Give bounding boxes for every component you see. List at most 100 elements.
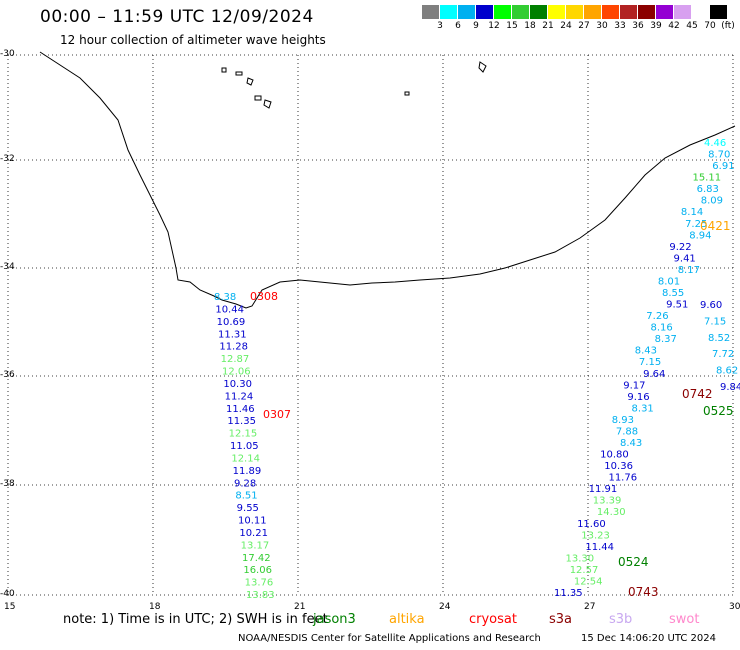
- wave-height-value: 9.64: [643, 369, 665, 380]
- wave-height-value: 14.30: [597, 507, 626, 518]
- wave-height-value: 8.51: [235, 491, 257, 502]
- scale-label: 21: [542, 21, 554, 31]
- scale-label: 33: [614, 21, 626, 31]
- wave-height-value: 10.80: [600, 450, 629, 461]
- legend-altika: altika: [389, 612, 425, 627]
- scale-label: (ft): [721, 21, 735, 31]
- legend-cryosat: cryosat: [469, 612, 517, 627]
- wave-height-value: 8.55: [662, 288, 684, 299]
- wave-height-value: 9.41: [674, 253, 696, 264]
- wave-height-value: 10.21: [239, 528, 268, 539]
- wave-height-value: 12.57: [570, 565, 599, 576]
- wave-height-value: 8.62: [716, 366, 738, 377]
- scale-swatch: [566, 5, 583, 19]
- pass-time-tag: 0524: [618, 555, 649, 569]
- pass-time-tag: 0307: [263, 408, 291, 421]
- latitude-label: -38: [0, 479, 15, 489]
- pass-time-tag: 0525: [703, 404, 734, 418]
- wave-height-value: 12.14: [231, 453, 260, 464]
- wave-height-value: 8.94: [689, 230, 711, 241]
- wave-height-value: 16.06: [243, 565, 272, 576]
- wave-height-value: 11.89: [233, 466, 262, 477]
- wave-height-value: 8.37: [655, 334, 677, 345]
- scale-swatch: [710, 5, 727, 19]
- wave-height-value: 10.36: [604, 461, 633, 472]
- scale-swatch: [584, 5, 601, 19]
- wave-height-value: 9.16: [627, 392, 649, 403]
- map-subtitle: 12 hour collection of altimeter wave hei…: [60, 33, 326, 47]
- wave-height-value: 13.17: [241, 540, 270, 551]
- wave-height-value: 8.38: [214, 292, 236, 303]
- wave-height-value: 11.05: [230, 441, 259, 452]
- scale-label: 12: [488, 21, 500, 31]
- scale-label: 45: [686, 21, 698, 31]
- pass-time-tags: 0421 0742 0525 0524 0743: [618, 219, 734, 599]
- scale-label: 27: [578, 21, 590, 31]
- longitude-label: 21: [294, 602, 306, 612]
- pass-time-tag: 0742: [682, 387, 713, 401]
- scale-label: 42: [668, 21, 680, 31]
- wave-height-value: 4.46: [704, 138, 726, 149]
- wave-height-value: 7.26: [646, 311, 668, 322]
- wave-height-value: 9.28: [234, 478, 256, 489]
- wave-height-value: 11.60: [577, 519, 606, 530]
- wave-height-value: 13.83: [246, 590, 275, 601]
- scale-swatch: [422, 5, 439, 19]
- wave-height-value: 7.72: [712, 349, 734, 360]
- wave-height-value: 13.39: [593, 496, 622, 507]
- wave-height-value: 9.60: [700, 300, 722, 311]
- scale-swatch: [530, 5, 547, 19]
- latitude-label: -34: [0, 262, 15, 272]
- east-track-values: 4.468.706.9115.116.838.098.147.258.949.2…: [554, 138, 740, 599]
- wave-height-value: 8.52: [708, 333, 730, 344]
- longitude-label: 18: [149, 602, 161, 612]
- wave-height-value: 10.30: [223, 379, 252, 390]
- map-title: 00:00 – 11:59 UTC 12/09/2024: [40, 7, 314, 27]
- wave-height-value: 12.87: [221, 354, 250, 365]
- wave-height-value: 11.24: [225, 391, 254, 402]
- west-track-values: 8.3810.4410.6911.3111.2812.8712.0610.301…: [214, 290, 291, 601]
- wave-height-value: 11.76: [608, 473, 637, 484]
- wave-height-value: 17.42: [242, 553, 271, 564]
- wave-height-value: 11.35: [554, 588, 583, 599]
- wave-height-value: 7.25: [685, 219, 707, 230]
- credit-line: NOAA/NESDIS Center for Satellite Applica…: [238, 633, 541, 644]
- scale-swatch: [476, 5, 493, 19]
- wave-height-value: 8.70: [708, 150, 730, 161]
- wave-height-value: 12.54: [574, 576, 603, 587]
- scale-swatch: [620, 5, 637, 19]
- wave-height-value: 8.17: [678, 265, 700, 276]
- wave-height-value: 6.83: [697, 184, 719, 195]
- wave-height-color-scale: 3 6 9 12 15 18 21 24 27 30 33 36 39 42 45 70 (ft): [422, 5, 735, 35]
- wave-height-value: 6.91: [712, 161, 734, 172]
- wave-height-value: 10.69: [217, 317, 246, 328]
- wave-height-value: 8.16: [650, 323, 672, 334]
- wave-height-value: 13.30: [566, 553, 595, 564]
- wave-height-value: 9.55: [237, 503, 259, 514]
- wave-height-value: 11.35: [227, 416, 256, 427]
- wave-height-value: 15.11: [692, 173, 721, 184]
- wave-height-value: 7.88: [616, 426, 638, 437]
- scale-swatch: [512, 5, 529, 19]
- scale-swatch: [674, 5, 691, 19]
- wave-height-value: 12.15: [229, 429, 258, 440]
- graticule: [7, 54, 734, 596]
- wave-height-value: 13.76: [245, 578, 274, 589]
- legend-jason3: jason3: [313, 612, 356, 627]
- wave-height-value: 11.28: [219, 342, 248, 353]
- units-note: note: 1) Time is in UTC; 2) SWH is in fe…: [63, 612, 328, 627]
- longitude-label: 24: [439, 602, 451, 612]
- wave-height-value: 8.93: [612, 415, 634, 426]
- wave-height-value: 9.22: [669, 242, 691, 253]
- wave-height-value: 10.44: [215, 304, 244, 315]
- scale-label: 18: [524, 21, 536, 31]
- latitude-label: -30: [0, 49, 15, 59]
- generated-timestamp: 15 Dec 14:06:20 UTC 2024: [581, 633, 716, 644]
- wave-height-value: 8.14: [681, 207, 703, 218]
- scale-label: 39: [650, 21, 662, 31]
- longitude-label: 30: [729, 602, 740, 612]
- scale-label: 30: [596, 21, 608, 31]
- wave-height-value: 12.06: [222, 367, 251, 378]
- wave-height-value: 11.46: [226, 404, 255, 415]
